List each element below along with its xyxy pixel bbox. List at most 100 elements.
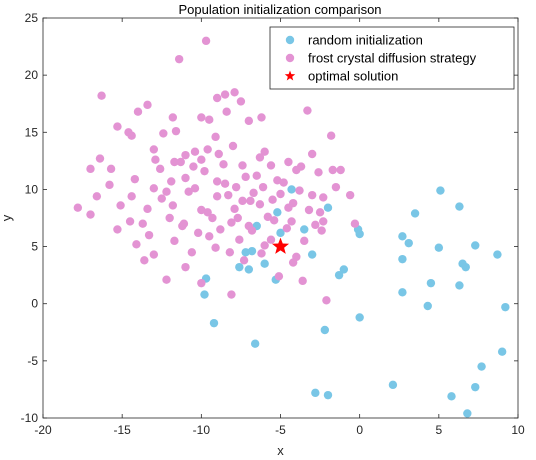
data-point [212, 192, 222, 201]
data-point [230, 204, 239, 214]
data-point [307, 190, 317, 200]
data-point [497, 347, 507, 356]
data-point [222, 107, 231, 116]
data-point [220, 90, 230, 99]
data-point [336, 165, 345, 175]
y-tick-label: 25 [25, 11, 39, 25]
data-point [224, 190, 233, 200]
data-point [434, 243, 444, 252]
data-point [493, 250, 502, 259]
data-point [113, 122, 122, 131]
data-point [404, 238, 413, 248]
data-point [168, 201, 178, 210]
data-point [266, 235, 276, 244]
data-point [138, 219, 147, 228]
data-point [288, 198, 298, 208]
x-axis-label: x [277, 443, 284, 458]
data-point [149, 250, 159, 259]
data-point [426, 278, 436, 288]
data-point [303, 106, 312, 115]
data-point [144, 230, 154, 240]
y-tick-label: 20 [25, 68, 39, 82]
data-point [257, 113, 266, 122]
data-point [273, 176, 282, 185]
data-point [132, 240, 141, 249]
data-point [200, 166, 209, 176]
data-point [86, 164, 95, 174]
data-point [282, 224, 292, 233]
optimal-solution-point [271, 237, 290, 254]
data-point [246, 196, 255, 206]
data-point [328, 165, 337, 175]
x-tick-label: -10 [193, 423, 211, 437]
data-point [201, 36, 211, 46]
data-point [315, 208, 325, 217]
data-point [314, 168, 323, 177]
x-tick-label: 5 [435, 423, 442, 437]
data-point [300, 225, 309, 234]
data-point [92, 192, 102, 201]
data-point [284, 157, 293, 167]
data-point [255, 153, 265, 162]
data-point [304, 205, 314, 215]
data-point [106, 164, 116, 174]
data-point [113, 225, 122, 234]
data-point [334, 270, 344, 280]
data-point [219, 160, 228, 169]
data-point [212, 177, 222, 186]
data-point [181, 173, 190, 183]
data-point [197, 113, 206, 122]
data-point [225, 248, 235, 257]
data-point [168, 113, 178, 122]
data-point [388, 380, 398, 390]
data-point [190, 147, 200, 156]
chart-title: Population initialization comparison [178, 2, 381, 17]
data-point [203, 208, 212, 217]
data-point [162, 187, 171, 196]
y-tick-label: 0 [31, 297, 38, 311]
data-point [463, 409, 472, 418]
data-point [189, 162, 198, 171]
data-point [116, 201, 125, 210]
data-point [292, 165, 301, 175]
data-point [235, 235, 244, 244]
data-point [311, 388, 320, 398]
series-2 [73, 36, 360, 305]
data-point [239, 256, 249, 265]
data-point [274, 272, 284, 281]
y-tick-label: -10 [21, 411, 39, 425]
legend-box [269, 26, 515, 90]
data-point [230, 88, 239, 97]
data-point [355, 313, 364, 322]
data-point [181, 262, 190, 272]
data-point [250, 339, 260, 348]
data-point [257, 249, 266, 258]
data-point [197, 155, 206, 164]
series-3 [271, 237, 290, 254]
x-tick-label: -15 [113, 423, 131, 437]
data-point [205, 115, 214, 124]
data-point [260, 147, 269, 156]
data-point [179, 219, 189, 228]
data-point [300, 236, 309, 246]
data-point [231, 182, 241, 192]
data-point [326, 131, 336, 140]
y-tick-label: 5 [31, 240, 38, 254]
data-point [170, 236, 179, 246]
data-point [162, 275, 171, 284]
data-point [95, 154, 105, 163]
series-1 [200, 185, 510, 418]
data-point [398, 288, 407, 297]
data-point [398, 254, 407, 264]
data-point [214, 149, 223, 159]
legend-entry-label: optimal solution [308, 69, 398, 84]
data-point [238, 196, 247, 206]
data-point [238, 161, 247, 170]
legend-marker [285, 35, 295, 45]
data-point [273, 208, 282, 217]
data-point [159, 129, 168, 138]
data-point [345, 190, 355, 200]
data-point [319, 217, 328, 226]
data-point [276, 189, 285, 199]
